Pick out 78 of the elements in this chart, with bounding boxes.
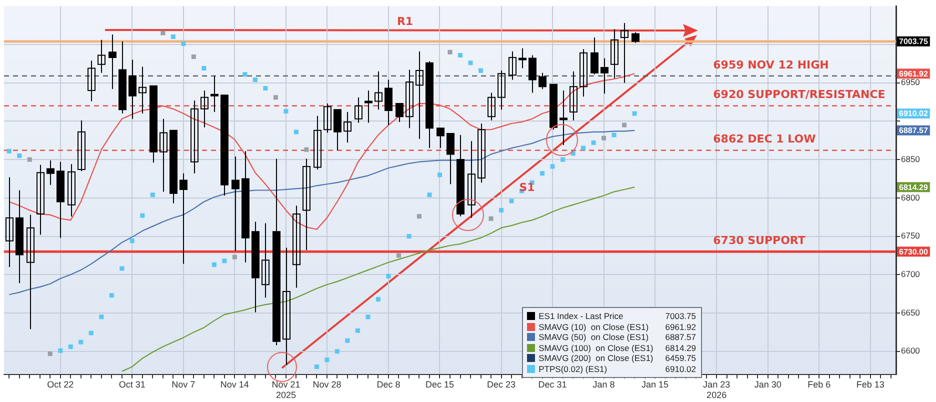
candlestick	[610, 28, 618, 79]
x-tick-label: Jan 8	[592, 379, 615, 390]
annotation: 7003.75	[665, 311, 696, 322]
candlestick	[292, 205, 300, 288]
text: 6887.57	[899, 126, 928, 136]
ref-line-label: 6959 NOV 12 HIGH	[713, 58, 829, 72]
x-tick-label: Feb 6	[808, 379, 831, 390]
x-tick-label: Nov 14	[220, 379, 249, 390]
candlestick	[416, 50, 424, 140]
x-tick-label: Jan 30	[754, 379, 782, 390]
annotation: S1	[519, 180, 535, 194]
candlestick	[190, 100, 198, 174]
candlestick	[468, 140, 476, 218]
candlestick	[36, 164, 44, 236]
annotation: 6961.92	[665, 322, 696, 332]
y-tick-label: 6650	[901, 307, 920, 318]
candlestick	[138, 66, 146, 114]
text: 6814.29	[899, 182, 928, 192]
candlestick	[282, 247, 290, 366]
y-tick-label: 6850	[901, 154, 920, 164]
annotation: 6887.57	[665, 332, 696, 342]
x-tick-label: Nov 28	[312, 379, 342, 390]
candlestick	[68, 164, 76, 217]
candlestick	[344, 111, 352, 144]
candlestick	[78, 120, 86, 172]
x-tick-label: Dec 31	[538, 379, 567, 390]
candlestick	[620, 22, 628, 84]
candlestick	[570, 70, 578, 121]
candlestick	[580, 48, 588, 98]
x-tick-label: Jan 15	[642, 379, 669, 390]
candlestick	[160, 118, 168, 192]
x-tick-label: Dec 15	[425, 379, 454, 390]
candlestick	[508, 50, 516, 80]
text: 6961.92	[899, 69, 928, 78]
annotation: R1	[396, 14, 414, 28]
legend-label: SMAVG (10) on Close (ES1)	[538, 322, 650, 332]
legend-label: ES1 Index - Last Price	[538, 311, 624, 322]
text: 7003.75	[899, 37, 928, 46]
y-tick-label: 6700	[901, 268, 920, 279]
candlestick	[88, 60, 96, 102]
y-tick-label: 6600	[901, 346, 920, 356]
y-tick-label: 6950	[901, 77, 920, 88]
x-tick-label: Oct 31	[118, 379, 146, 390]
annotation: 6459.75	[665, 353, 696, 364]
candlestick	[374, 70, 382, 110]
candlestick	[478, 122, 486, 184]
x-tick-label: Feb 13	[856, 379, 884, 390]
x-tick-label: Oct 22	[47, 379, 74, 390]
candlestick	[302, 158, 310, 251]
x-tick-label: Jan 23 2026	[703, 379, 730, 400]
legend-label: SMAVG (100) on Close (ES1)	[538, 342, 654, 353]
y-tick-label: 6800	[901, 192, 920, 202]
legend-label: PTPS(0.02) (ES1)	[538, 364, 608, 374]
x-tick-label: Dec 8	[376, 379, 400, 390]
candlestick	[406, 69, 414, 129]
x-tick-label: Nov 21 2025	[272, 379, 300, 400]
candlestick	[200, 90, 208, 128]
ref-line-label: 6862 DEC 1 LOW	[713, 132, 816, 146]
legend-label: SMAVG (200) on Close (ES1)	[538, 353, 654, 364]
ref-line-label: 6920 SUPPORT/RESISTANCE	[713, 88, 886, 102]
y-tick-label: 6750	[901, 230, 920, 241]
candlestick	[26, 214, 34, 330]
text: 6910.02	[899, 109, 928, 118]
x-tick-label: Nov 7	[172, 379, 196, 390]
annotation: 6814.29	[665, 342, 696, 353]
ref-line-label: 6730 SUPPORT	[713, 234, 806, 247]
candlestick	[488, 92, 496, 121]
candlestick	[324, 103, 332, 134]
candlestick	[498, 70, 506, 110]
text: 6730.00	[899, 247, 928, 256]
candlestick	[98, 39, 106, 74]
candlestick	[354, 96, 362, 124]
candlestick	[262, 222, 270, 298]
x-tick-label: Dec 23	[487, 379, 516, 390]
candlestick	[314, 115, 322, 170]
candlestick	[6, 176, 14, 268]
legend-label: SMAVG (50) on Close (ES1)	[538, 332, 650, 342]
annotation: 6910.02	[665, 364, 696, 374]
